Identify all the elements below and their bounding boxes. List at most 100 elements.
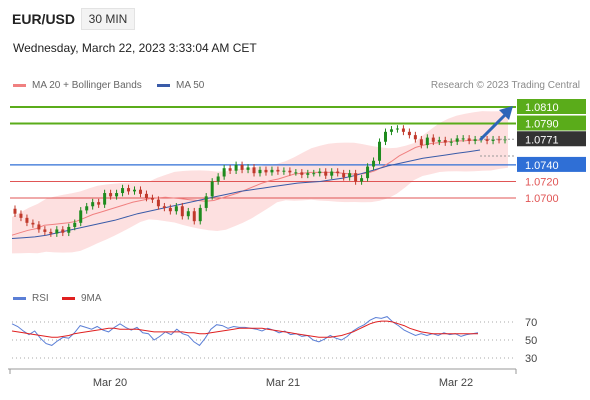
candle-body	[210, 181, 214, 197]
candle-body	[25, 217, 29, 223]
candle-body	[461, 138, 465, 140]
candle-body	[360, 178, 364, 182]
candle-body	[133, 189, 137, 192]
candle-body	[449, 141, 453, 143]
candle-body	[443, 140, 447, 143]
candle-body	[127, 188, 131, 192]
current-price-bg	[517, 131, 586, 147]
candle-body	[431, 137, 435, 142]
candle-body	[318, 171, 322, 174]
candle-body	[61, 229, 65, 233]
candle-body	[19, 213, 23, 218]
candle-body	[389, 129, 393, 132]
rsi-tick-50: 50	[525, 335, 537, 347]
candle-body	[73, 222, 77, 227]
rsi-line	[11, 316, 479, 347]
level-label-bg	[517, 115, 586, 131]
candle-body	[455, 138, 459, 142]
candle-body	[138, 189, 142, 194]
rsi-tick-70: 70	[525, 317, 537, 329]
projection-arrow-head	[499, 106, 513, 120]
candle-body	[174, 206, 178, 212]
candle-body	[204, 196, 208, 208]
candle-body	[342, 173, 346, 178]
ma50-swatch	[157, 83, 170, 87]
candle-body	[85, 206, 89, 211]
candle-body	[150, 198, 154, 200]
current-price-label: 1.0771	[525, 134, 559, 146]
candle-body	[419, 139, 423, 146]
x-axis-label: Mar 21	[266, 377, 300, 389]
candle-body	[264, 169, 268, 173]
legend-ma20-label: MA 20 + Bollinger Bands	[32, 80, 142, 91]
candle-body	[473, 139, 477, 141]
candle-body	[395, 128, 399, 130]
candle-body	[348, 173, 352, 178]
candle-body	[300, 172, 304, 175]
candle-body	[67, 226, 71, 233]
level-label-bg	[517, 156, 586, 172]
candle-body	[37, 224, 41, 230]
legend-ma50: MA 50	[157, 80, 204, 91]
rsi-swatch	[13, 296, 26, 300]
candle-body	[401, 128, 405, 132]
legend-rsi-label: RSI	[32, 293, 49, 304]
x-axis-label: Mar 22	[439, 377, 473, 389]
candle-body	[144, 193, 148, 198]
legend-rsi: RSI	[13, 293, 49, 304]
candle-body	[192, 211, 196, 222]
candle-body	[43, 229, 47, 232]
candle-body	[378, 141, 382, 161]
candle-body	[55, 229, 59, 234]
candle-body	[258, 169, 262, 174]
candle-body	[162, 206, 166, 208]
level-label-bg	[517, 99, 586, 114]
ma20-swatch	[13, 83, 26, 87]
datetime-label: Wednesday, March 22, 2023 3:33:04 AM CET	[13, 41, 257, 55]
candle-body	[180, 206, 184, 217]
candle-body	[186, 211, 190, 217]
candle-body	[306, 173, 310, 175]
credit-text: Research © 2023 Trading Central	[430, 80, 580, 91]
timeframe-badge[interactable]: 30 MIN	[81, 8, 135, 30]
candle-body	[288, 170, 292, 173]
candle-body	[366, 166, 370, 179]
candle-body	[491, 139, 495, 141]
projection-arrow	[479, 111, 509, 141]
candle-body	[109, 193, 113, 197]
candle-body	[216, 176, 220, 182]
candle-body	[425, 137, 429, 146]
candle-body	[437, 140, 441, 142]
rsi-tick-30: 30	[525, 353, 537, 365]
candle-body	[270, 169, 274, 173]
candle-body	[103, 193, 107, 205]
candle-body	[234, 164, 238, 171]
candle-body	[485, 139, 489, 141]
candle-body	[240, 164, 244, 170]
candle-body	[312, 173, 316, 175]
ma20-line	[11, 139, 480, 236]
level-label-1.0740: 1.0740	[525, 160, 559, 172]
candle-body	[13, 208, 17, 214]
candle-body	[222, 168, 226, 177]
candle-body	[413, 135, 417, 140]
legend-ma20: MA 20 + Bollinger Bands	[13, 80, 142, 91]
rsi-ma9-line	[11, 320, 478, 338]
candle-body	[336, 171, 340, 174]
candle-body	[354, 173, 358, 182]
candle-body	[282, 170, 286, 172]
candle-body	[198, 207, 202, 222]
candle-body	[294, 172, 298, 174]
level-label-1.0720: 1.0720	[525, 176, 559, 188]
ma9-swatch	[62, 296, 75, 300]
bollinger-band	[12, 111, 508, 254]
legend-ma9: 9MA	[62, 293, 102, 304]
candle-body	[121, 188, 125, 194]
candle-body	[252, 167, 256, 174]
candle-body	[115, 193, 119, 197]
legend-ma9-label: 9MA	[81, 293, 102, 304]
x-axis-label: Mar 20	[93, 377, 127, 389]
candle-body	[156, 199, 160, 207]
candle-body	[228, 168, 232, 171]
